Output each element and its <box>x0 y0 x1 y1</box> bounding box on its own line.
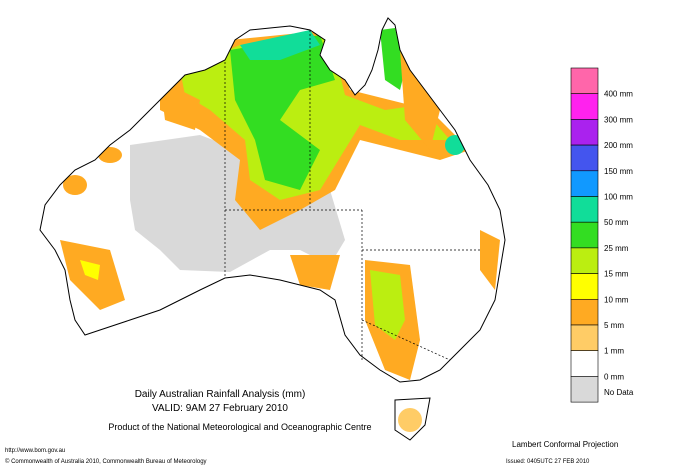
legend-label: 15 mm <box>604 270 629 279</box>
legend-swatch <box>570 144 599 172</box>
url: http://www.bom.gov.au <box>5 448 65 454</box>
projection: Lambert Conformal Projection <box>512 440 618 449</box>
legend-label: 100 mm <box>604 193 633 202</box>
legend-swatch <box>570 196 599 223</box>
legend-swatch <box>570 93 599 120</box>
legend-swatch <box>570 350 599 377</box>
legend-swatch <box>570 298 599 326</box>
coastline <box>39 17 506 441</box>
legend-label: 50 mm <box>604 218 629 227</box>
state-borders <box>224 30 480 361</box>
legend-swatch <box>570 376 599 403</box>
legend-label: 0 mm <box>604 372 624 381</box>
legend: 400 mm 300 mm 200 mm 150 mm 100 mm 50 mm 25 mm… <box>570 67 634 403</box>
issued: Issued: 0405UTC 27 FEB 2010 <box>506 459 590 465</box>
legend-label: 1 mm <box>604 347 624 356</box>
legend-swatch <box>570 273 599 300</box>
copyright: © Commonwealth of Australia 2010, Common… <box>5 458 207 465</box>
legend-label: No Data <box>604 388 634 397</box>
legend-label: 150 mm <box>604 167 633 176</box>
legend-label: 200 mm <box>604 141 633 150</box>
legend-swatch <box>570 170 599 197</box>
legend-label: 10 mm <box>604 295 629 304</box>
legend-swatch <box>570 324 599 352</box>
legend-label: 25 mm <box>604 244 629 253</box>
legend-label: 5 mm <box>604 321 624 330</box>
map-title: Daily Australian Rainfall Analysis (mm) <box>135 389 306 400</box>
legend-label: 400 mm <box>604 90 633 99</box>
legend-label: 300 mm <box>604 115 633 124</box>
product-note: Product of the National Meteorological a… <box>108 422 371 432</box>
valid-time: VALID: 9AM 27 February 2010 <box>152 403 288 414</box>
legend-swatch <box>570 221 599 249</box>
legend-swatch <box>570 67 599 95</box>
legend-swatch <box>570 247 599 274</box>
legend-swatch <box>570 119 599 146</box>
